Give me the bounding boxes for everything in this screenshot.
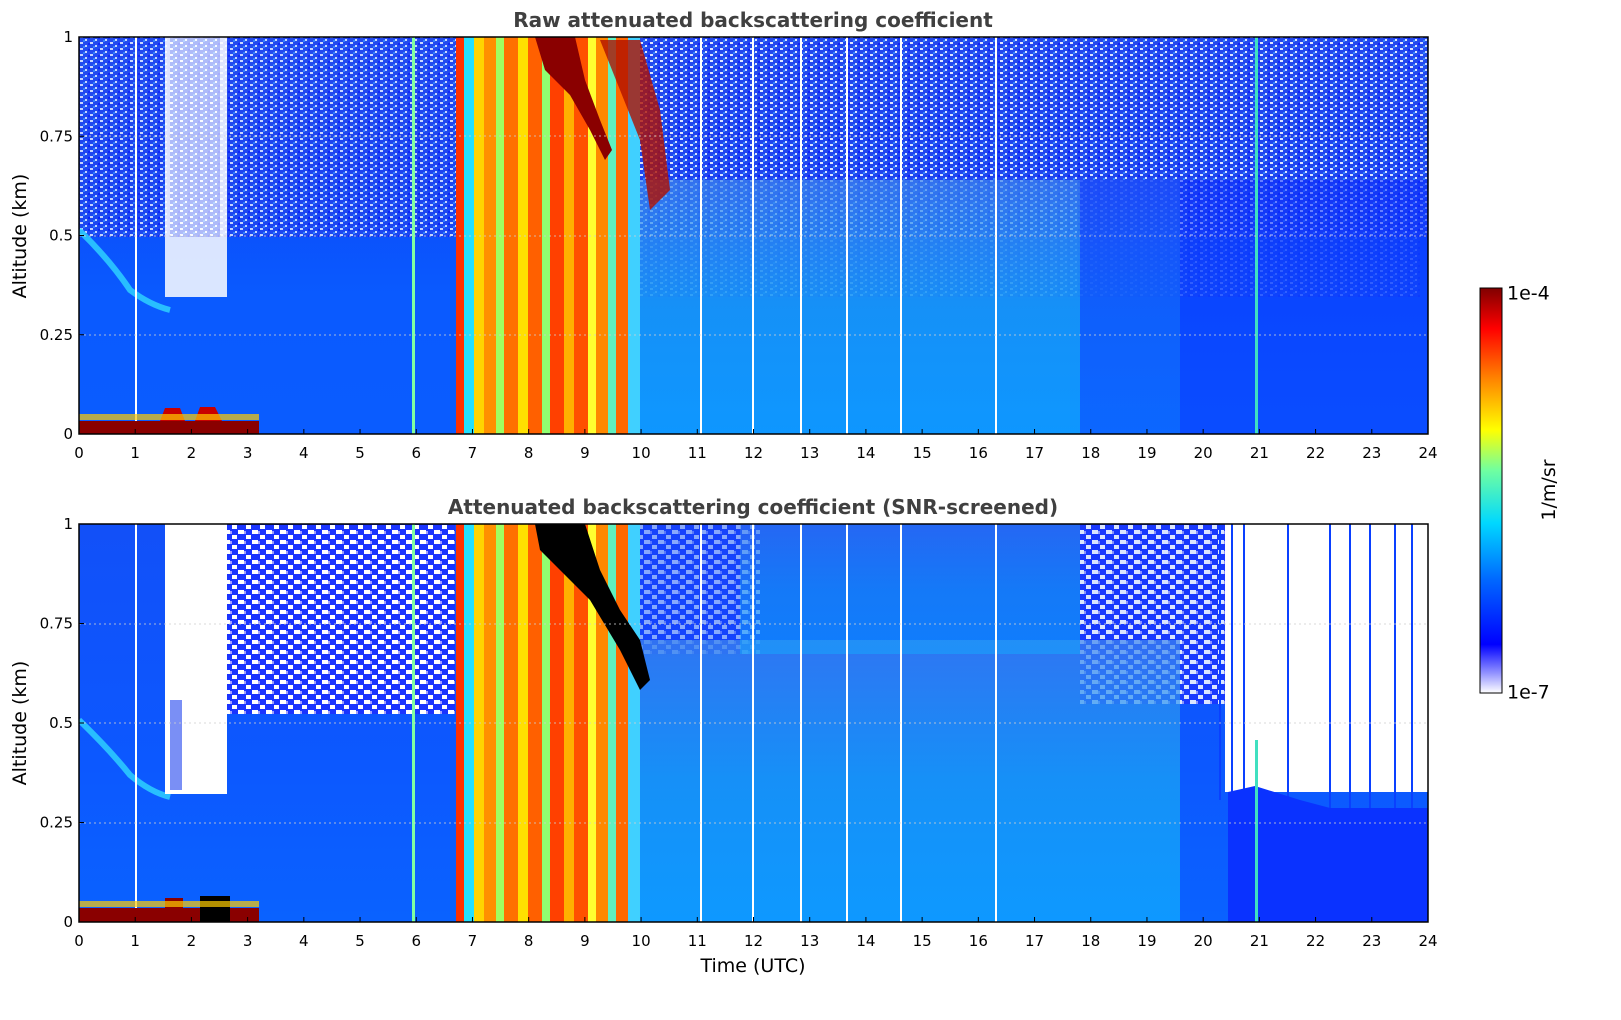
colorbar-max-label: 1e-4 [1507, 283, 1550, 305]
x-tick-label: 24 [1418, 932, 1437, 950]
panel-2-title: Attenuated backscattering coefficient (S… [448, 495, 1058, 519]
x-tick-label: 20 [1194, 444, 1213, 462]
y-tick-label: 0 [63, 425, 73, 443]
x-tick-label: 19 [1137, 444, 1156, 462]
x-tick-label: 21 [1250, 932, 1269, 950]
panel-2-heatmap [79, 524, 1428, 922]
y-tick-label: 1 [63, 515, 73, 533]
x-tick-label: 18 [1081, 932, 1100, 950]
x-tick-label: 11 [688, 444, 707, 462]
x-tick-label: 2 [187, 444, 197, 462]
x-tick-label: 5 [355, 932, 365, 950]
y-tick-label: 0.5 [49, 714, 73, 732]
x-tick-label: 9 [580, 932, 590, 950]
y-tick-label: 0 [63, 913, 73, 931]
x-tick-label: 12 [744, 444, 763, 462]
x-tick-label: 20 [1194, 932, 1213, 950]
x-tick-label: 4 [299, 444, 309, 462]
x-tick-label: 1 [130, 444, 140, 462]
colorbar-gradient [1479, 287, 1503, 694]
x-tick-label: 12 [744, 932, 763, 950]
panel-2-y-label: Altitude (km) [9, 661, 31, 786]
y-tick-label: 0.75 [40, 127, 73, 145]
x-tick-label: 23 [1362, 444, 1381, 462]
x-tick-label: 8 [524, 444, 534, 462]
x-tick-label: 16 [969, 444, 988, 462]
x-tick-label: 4 [299, 932, 309, 950]
x-tick-label: 17 [1025, 932, 1044, 950]
x-tick-label: 8 [524, 932, 534, 950]
x-tick-label: 1 [130, 932, 140, 950]
x-tick-label: 14 [856, 932, 875, 950]
x-axis-label: Time (UTC) [699, 955, 805, 977]
panel-2-screen-lines [1219, 524, 1413, 808]
x-tick-label: 10 [632, 444, 651, 462]
x-tick-label: 3 [243, 444, 253, 462]
panel-1-title: Raw attenuated backscattering coefficien… [513, 8, 993, 32]
x-tick-label: 5 [355, 444, 365, 462]
panel-raw: Raw attenuated backscattering coefficien… [9, 8, 1438, 462]
y-tick-label: 0.25 [40, 814, 73, 832]
x-tick-label: 11 [688, 932, 707, 950]
x-tick-label: 9 [580, 444, 590, 462]
x-tick-label: 0 [74, 932, 84, 950]
panel-screened: Attenuated backscattering coefficient (S… [9, 495, 1438, 977]
colorbar-min-label: 1e-7 [1507, 682, 1550, 704]
colorbar-label: 1/m/sr [1538, 459, 1560, 520]
x-tick-label: 14 [856, 444, 875, 462]
y-tick-label: 0.75 [40, 615, 73, 633]
x-tick-label: 13 [800, 444, 819, 462]
x-tick-label: 19 [1137, 932, 1156, 950]
panel-1-x-ticks: 0 1 2 3 4 5 6 7 8 9 10 11 12 13 14 15 16 17 18 19 20 21 22 23 24 [74, 429, 1438, 462]
x-tick-label: 17 [1025, 444, 1044, 462]
panel-1-y-label: Altitude (km) [9, 174, 31, 299]
x-tick-label: 13 [800, 932, 819, 950]
y-tick-label: 1 [63, 28, 73, 46]
panel-2-y-ticks: 0 0.25 0.5 0.75 1 [40, 515, 84, 931]
x-tick-label: 3 [243, 932, 253, 950]
x-tick-label: 18 [1081, 444, 1100, 462]
panel-1-y-ticks: 0 0.25 0.5 0.75 1 [40, 28, 84, 443]
x-tick-label: 21 [1250, 444, 1269, 462]
x-tick-label: 6 [411, 444, 421, 462]
y-tick-label: 0.5 [49, 227, 73, 245]
x-tick-label: 22 [1306, 932, 1325, 950]
y-tick-label: 0.25 [40, 326, 73, 344]
x-tick-label: 22 [1306, 444, 1325, 462]
x-tick-label: 23 [1362, 932, 1381, 950]
x-tick-label: 6 [411, 932, 421, 950]
x-tick-label: 2 [187, 932, 197, 950]
x-tick-label: 7 [468, 444, 478, 462]
x-tick-label: 16 [969, 932, 988, 950]
x-tick-label: 15 [913, 444, 932, 462]
panel-2-x-ticks: 0 1 2 3 4 5 6 7 8 9 10 11 12 13 14 15 16 17 18 19 20 21 22 23 24 [74, 917, 1438, 950]
x-tick-label: 0 [74, 444, 84, 462]
x-tick-label: 15 [913, 932, 932, 950]
x-tick-label: 10 [632, 932, 651, 950]
colorbar: 1e-4 1e-7 1/m/sr [1479, 283, 1560, 704]
x-tick-label: 7 [468, 932, 478, 950]
x-tick-label: 24 [1418, 444, 1437, 462]
